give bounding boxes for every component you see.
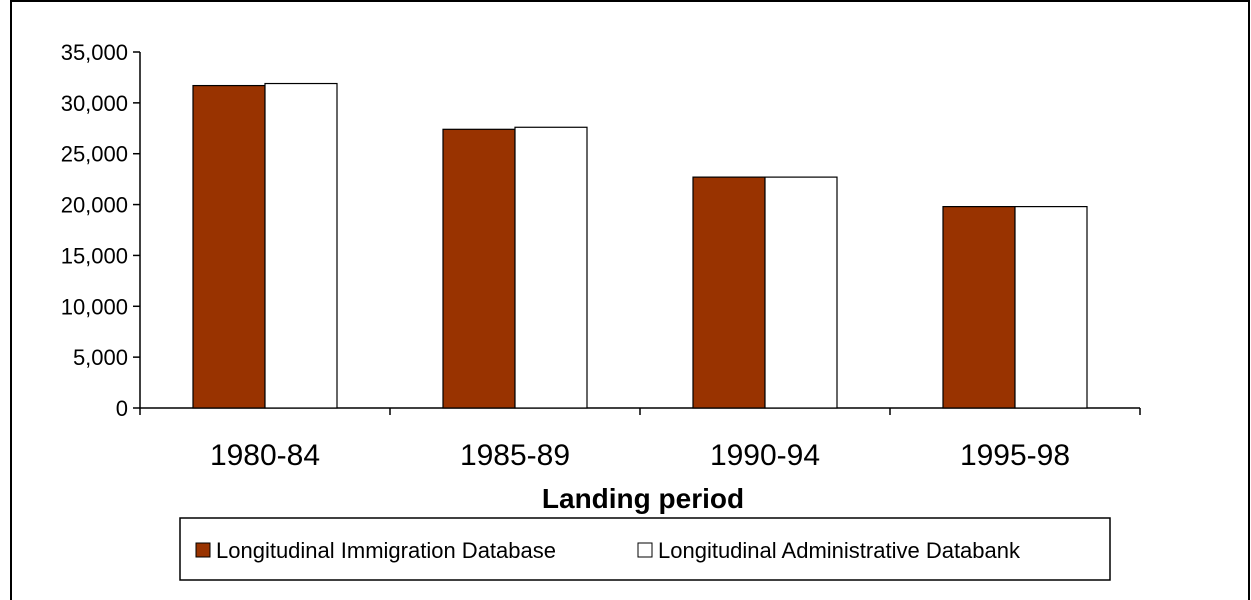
y-tick-label: 25,000 xyxy=(61,142,128,167)
y-tick-label: 15,000 xyxy=(61,243,128,268)
y-tick-label: 20,000 xyxy=(61,193,128,218)
x-ticks xyxy=(139,408,1141,415)
bar-lid-1985-89 xyxy=(442,128,516,409)
x-tick-label: 1985-89 xyxy=(460,439,570,472)
x-axis-title: Landing period xyxy=(542,483,744,514)
y-tick-label: 10,000 xyxy=(61,294,128,319)
bar-lid-1980-84 xyxy=(192,84,266,409)
bars xyxy=(192,82,1088,409)
bar-lad-1995-98 xyxy=(1014,206,1088,409)
legend-label-lad: Longitudinal Administrative Databank xyxy=(658,538,1021,563)
legend-swatch-lid xyxy=(195,542,211,558)
bar-lid-1995-98 xyxy=(942,206,1016,409)
legend-swatch-lad xyxy=(637,542,653,558)
bar-lad-1980-84 xyxy=(264,82,338,409)
y-ticks: 0 5,000 10,000 15,000 20,000 25,000 30,000 35,0… xyxy=(61,40,140,421)
y-tick-label: 35,000 xyxy=(61,40,128,65)
chart-frame xyxy=(10,0,1250,600)
y-tick-label: 5,000 xyxy=(73,345,128,370)
legend-label-lid: Longitudinal Immigration Database xyxy=(216,538,556,563)
x-tick-label: 1990-94 xyxy=(710,439,820,472)
bar-lad-1985-89 xyxy=(514,126,588,409)
bar-lid-1990-94 xyxy=(692,176,766,409)
category-labels: 1980-84 1985-89 1990-94 1995-98 xyxy=(210,439,1070,472)
y-tick-label: 0 xyxy=(116,396,128,421)
legend: Longitudinal Immigration Database Longit… xyxy=(179,517,1111,581)
x-tick-label: 1995-98 xyxy=(960,439,1070,472)
x-tick-label: 1980-84 xyxy=(210,439,320,472)
y-tick-label: 30,000 xyxy=(61,91,128,116)
bar-lad-1990-94 xyxy=(764,176,838,409)
